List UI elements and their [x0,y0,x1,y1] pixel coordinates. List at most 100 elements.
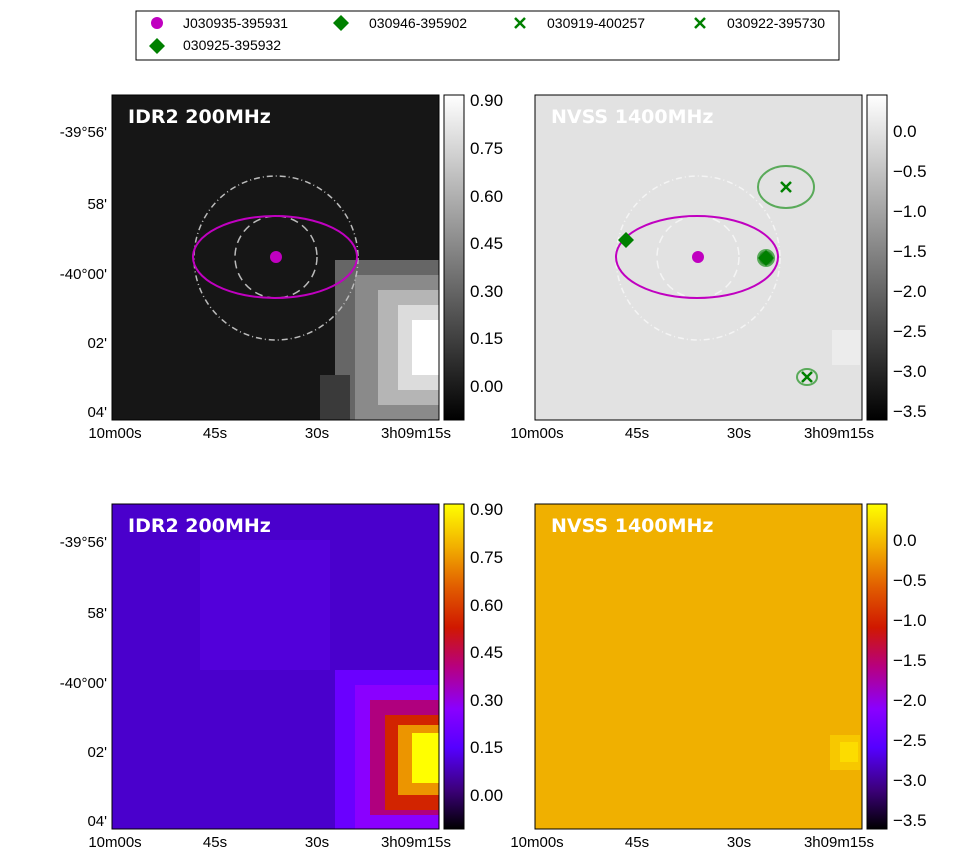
outer-search-circle [193,175,359,341]
y-tick-label: -39°56' [60,534,107,551]
colorbar-tick-label: 0.75 [470,548,503,567]
colorbar-tick-label: −2.5 [893,322,927,341]
panel-title: NVSS 1400MHz [551,515,713,537]
y-tick-label: 02' [87,744,107,761]
colorbar-tick-label: −3.0 [893,362,927,381]
colorbar-tick-label: 0.15 [470,738,503,757]
y-axis-ticks: -39°56' 58' -40°00' 02' 04' [60,124,107,421]
x-marker-icon [780,181,792,193]
colorbar-tick-label: −1.5 [893,651,927,670]
match-ellipse [796,368,818,386]
y-axis-ticks: -39°56' 58' -40°00' 02' 04' [60,534,107,830]
x-marker-icon [514,17,526,29]
heatmap-image [112,504,439,829]
diamond-marker-icon [618,232,634,248]
y-tick-label: 58' [87,196,107,213]
panel-title: NVSS 1400MHz [551,106,713,128]
diamond-marker-icon [758,250,774,266]
x-axis-ticks: 10m00s 45s 30s 3h09m15s [510,834,874,851]
y-tick-label: 04' [87,404,107,421]
y-tick-label: 58' [87,605,107,622]
diamond-marker-icon [149,38,165,54]
legend-label: 030919-400257 [547,15,645,31]
colorbar-tick-label: 0.30 [470,282,503,301]
y-tick-label: 04' [87,813,107,830]
target-marker [692,251,704,263]
outer-search-circle [615,175,781,341]
colorbar-tick-label: −1.0 [893,202,927,221]
y-tick-label: 02' [87,335,107,352]
legend-entry-030919-400257: 030919-400257 [514,15,645,31]
x-axis-ticks: 10m00s 45s 30s 3h09m15s [510,425,874,442]
inner-search-circle [656,215,740,299]
match-ellipse [757,165,815,209]
x-tick-label: 30s [727,425,751,442]
colorbar: 0.90 0.75 0.60 0.45 0.30 0.15 0.00 [443,500,503,830]
x-marker-icon [801,371,813,383]
x-tick-label: 45s [625,834,649,851]
x-tick-label: 3h09m15s [804,425,874,442]
source-ellipse [615,215,779,299]
colorbar-tick-label: −0.5 [893,571,927,590]
y-tick-label: -40°00' [60,675,107,692]
panel-title: IDR2 200MHz [128,106,271,128]
panel-title: IDR2 200MHz [128,515,271,537]
x-tick-label: 45s [625,425,649,442]
colorbar-tick-label: 0.45 [470,234,503,253]
legend-label: 030922-395730 [727,15,825,31]
colorbar-tick-label: −1.0 [893,611,927,630]
colorbar-tick-label: 0.90 [470,91,503,110]
x-tick-label: 10m00s [88,425,141,442]
heatmap-image [535,504,862,829]
colorbar-tick-label: −2.0 [893,691,927,710]
circle-marker-icon [151,17,163,29]
y-tick-label: -39°56' [60,124,107,141]
colorbar-tick-label: 0.0 [893,531,917,550]
x-tick-label: 3h09m15s [381,834,451,851]
panel-nvss-color: NVSS 1400MHz 10m00s 45s 30s 3h09m15s 0.0… [510,503,927,851]
legend-entry-J030935-395931: J030935-395931 [151,15,288,31]
panel-idr2-gray: IDR2 200MHz -39°56' 58' -40°00' 02' 04' … [60,91,503,442]
colorbar-tick-label: −3.5 [893,811,927,830]
faint-source-blob [832,330,860,365]
source-ellipse [192,215,358,299]
colorbar-tick-label: 0.30 [470,691,503,710]
legend-label: J030935-395931 [183,15,288,31]
x-axis-ticks: 10m00s 45s 30s 3h09m15s [88,834,451,851]
x-tick-label: 30s [305,425,329,442]
colorbar-tick-label: 0.00 [470,786,503,805]
colorbar-tick-label: −2.0 [893,282,927,301]
legend-label: 030925-395932 [183,37,281,53]
x-marker-icon [694,17,706,29]
legend-entry-030946-395902: 030946-395902 [333,15,467,31]
legend-entry-030922-395730: 030922-395730 [694,15,825,31]
colorbar-tick-label: 0.60 [470,596,503,615]
colorbar-tick-label: −2.5 [893,731,927,750]
x-tick-label: 10m00s [510,834,563,851]
colorbar-tick-label: −1.5 [893,242,927,261]
inner-search-circle [234,215,318,299]
colorbar-tick-label: 0.60 [470,187,503,206]
x-axis-ticks: 10m00s 45s 30s 3h09m15s [88,425,451,442]
x-tick-label: 30s [727,834,751,851]
colorbar-tick-label: −3.5 [893,402,927,421]
panel-nvss-gray: NVSS 1400MHz 10m00s 45s 30s 3h09m15s 0.0… [510,94,927,442]
colorbar-tick-label: 0.90 [470,500,503,519]
legend-entry-030925-395932: 030925-395932 [149,37,281,54]
colorbar-tick-label: −0.5 [893,162,927,181]
legend: J030935-395931 030946-395902 030919-4002… [135,10,840,61]
colorbar-tick-label: 0.75 [470,139,503,158]
panel-idr2-color: IDR2 200MHz -39°56' 58' -40°00' 02' 04' … [60,500,503,851]
x-tick-label: 45s [203,834,227,851]
colorbar-tick-label: −3.0 [893,771,927,790]
x-tick-label: 10m00s [510,425,563,442]
x-tick-label: 3h09m15s [804,834,874,851]
legend-label: 030946-395902 [369,15,467,31]
x-tick-label: 30s [305,834,329,851]
target-marker [270,251,282,263]
colorbar: 0.0 −0.5 −1.0 −1.5 −2.0 −2.5 −3.0 −3.5 [866,94,927,421]
y-tick-label: -40°00' [60,266,107,283]
x-tick-label: 10m00s [88,834,141,851]
colorbar: 0.90 0.75 0.60 0.45 0.30 0.15 0.00 [443,91,503,421]
